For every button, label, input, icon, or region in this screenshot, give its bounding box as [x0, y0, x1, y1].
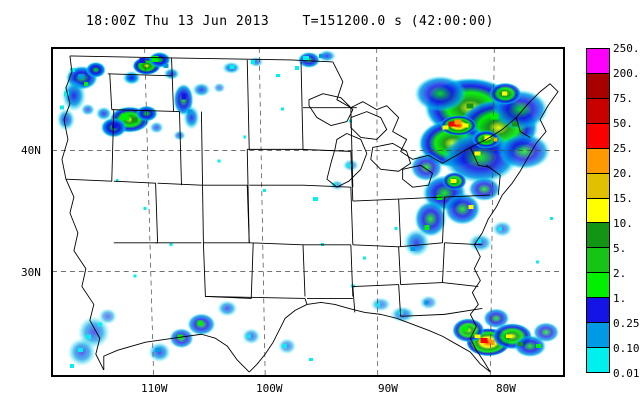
y-tick-40n: 40N	[21, 144, 41, 157]
precip-upper-midwest	[298, 49, 336, 68]
x-tick-90w: 90W	[378, 382, 398, 395]
colorbar	[586, 48, 610, 373]
precip-mid-atlantic	[403, 172, 501, 257]
precip-texas-southwest	[148, 300, 313, 363]
colorbar-tick-001: 0.01	[613, 367, 640, 380]
colorbar-tick-025: 0.25	[613, 317, 640, 330]
colorbar-band-10	[587, 223, 609, 249]
precip-colorado-wyoming	[173, 82, 211, 141]
map-borders	[61, 55, 559, 373]
colorbar-band-1	[587, 298, 609, 324]
x-tick-80w: 80W	[496, 382, 516, 395]
colorbar-band-20	[587, 173, 609, 199]
colorbar-band-250	[587, 49, 609, 74]
precip-northern-rockies	[122, 51, 180, 85]
colorbar-band-15	[587, 198, 609, 224]
colorbar-tick-20: 20.	[613, 167, 633, 180]
map-canvas	[52, 48, 564, 376]
colorbar-band-025	[587, 323, 609, 349]
precip-carolinas	[468, 220, 513, 252]
map-plot-area	[51, 47, 565, 377]
precip-speckle	[115, 107, 554, 278]
colorbar-band-50	[587, 123, 609, 149]
colorbar-tick-250: 250.	[613, 42, 640, 55]
precip-pacific-northwest	[56, 61, 106, 131]
colorbar-tick-10: 10.	[613, 217, 633, 230]
precip-northeast-mcs	[410, 75, 551, 184]
colorbar-band-5	[587, 248, 609, 274]
precip-southern-california	[67, 308, 117, 369]
colorbar-band-200	[587, 73, 609, 99]
colorbar-tick-1: 1.	[613, 292, 627, 305]
y-tick-30n: 30N	[21, 266, 41, 279]
colorbar-tick-15: 15.	[613, 192, 633, 205]
colorbar-tick-5: 5.	[613, 242, 627, 255]
colorbar-band-010	[587, 348, 609, 372]
precip-great-lakes	[312, 159, 359, 202]
colorbar-band-75	[587, 98, 609, 124]
colorbar-band-2	[587, 273, 609, 299]
colorbar-tick-75: 75.	[613, 92, 633, 105]
graticule	[52, 48, 564, 376]
precip-intermountain-west	[95, 105, 164, 138]
colorbar-tick-200: 200.	[613, 67, 640, 80]
x-tick-100w: 100W	[256, 382, 283, 395]
precip-florida	[452, 308, 560, 358]
colorbar-tick-010: 0.10	[613, 342, 640, 355]
colorbar-tick-50: 50.	[613, 117, 633, 130]
colorbar-tick-25: 25.	[613, 142, 633, 155]
x-tick-110w: 110W	[141, 382, 168, 395]
colorbar-tick-2: 2.	[613, 267, 627, 280]
figure-title: 18:00Z Thu 13 Jun 2013 T=151200.0 s (42:…	[85, 14, 494, 29]
colorbar-band-25	[587, 148, 609, 174]
